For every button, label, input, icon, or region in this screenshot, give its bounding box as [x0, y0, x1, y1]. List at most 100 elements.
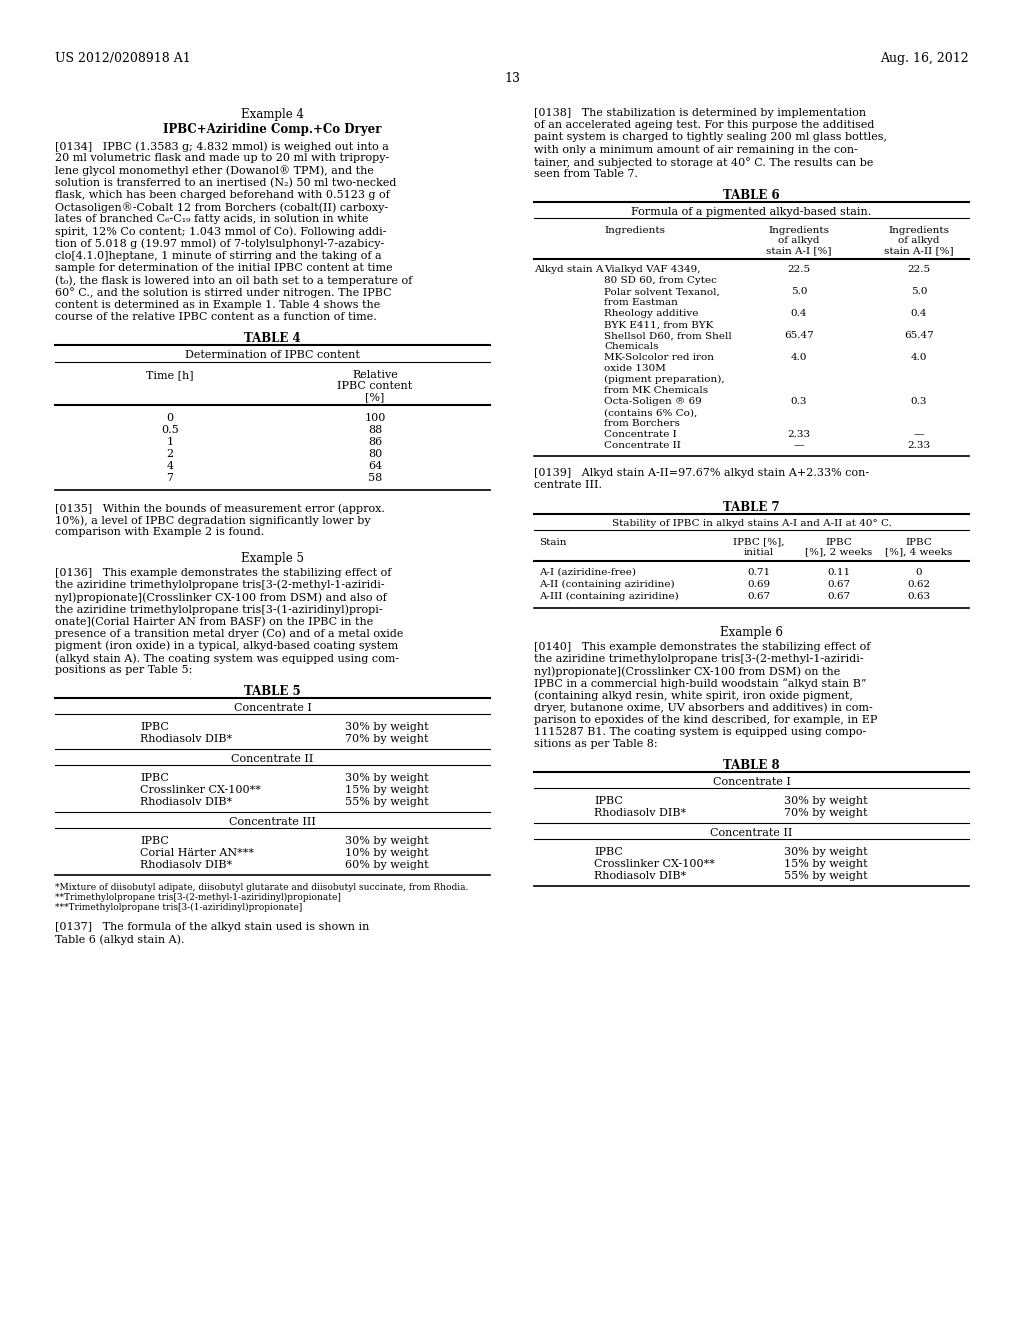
Text: 2: 2 [167, 449, 173, 459]
Text: initial: initial [743, 548, 774, 557]
Text: spirit, 12% Co content; 1.043 mmol of Co). Following addi-: spirit, 12% Co content; 1.043 mmol of Co… [55, 227, 386, 238]
Text: Example 4: Example 4 [241, 108, 304, 121]
Text: centrate III.: centrate III. [534, 480, 602, 491]
Text: clo[4.1.0]heptane, 1 minute of stirring and the taking of a: clo[4.1.0]heptane, 1 minute of stirring … [55, 251, 382, 261]
Text: 30% by weight: 30% by weight [784, 796, 867, 807]
Text: A-III (containing aziridine): A-III (containing aziridine) [539, 591, 679, 601]
Text: 80: 80 [368, 449, 382, 459]
Text: 5.0: 5.0 [791, 288, 807, 296]
Text: 15% by weight: 15% by weight [345, 785, 429, 796]
Text: Concentrate II: Concentrate II [604, 441, 681, 450]
Text: Determination of IPBC content: Determination of IPBC content [185, 350, 360, 360]
Text: sample for determination of the initial IPBC content at time: sample for determination of the initial … [55, 263, 392, 273]
Text: the aziridine trimethylolpropane tris[3-(2-methyl-1-aziridi-: the aziridine trimethylolpropane tris[3-… [55, 579, 385, 590]
Text: (contains 6% Co),: (contains 6% Co), [604, 408, 697, 417]
Text: IPBC content: IPBC content [337, 381, 413, 391]
Text: stain A-II [%]: stain A-II [%] [884, 247, 953, 255]
Text: 0.63: 0.63 [907, 591, 931, 601]
Text: IPBC: IPBC [825, 537, 852, 546]
Text: A-II (containing aziridine): A-II (containing aziridine) [539, 579, 675, 589]
Text: Rhodiasolv DIB*: Rhodiasolv DIB* [140, 797, 232, 808]
Text: 0.4: 0.4 [791, 309, 807, 318]
Text: 4.0: 4.0 [910, 354, 928, 362]
Text: 0.4: 0.4 [910, 309, 928, 318]
Text: dryer, butanone oxime, UV absorbers and additives) in com-: dryer, butanone oxime, UV absorbers and … [534, 702, 872, 713]
Text: Table 6 (alkyd stain A).: Table 6 (alkyd stain A). [55, 935, 184, 945]
Text: [0134]   IPBC (1.3583 g; 4.832 mmol) is weighed out into a: [0134] IPBC (1.3583 g; 4.832 mmol) is we… [55, 141, 389, 152]
Text: seen from Table 7.: seen from Table 7. [534, 169, 638, 180]
Text: Example 6: Example 6 [720, 626, 783, 639]
Text: 1115287 B1. The coating system is equipped using compo-: 1115287 B1. The coating system is equipp… [534, 727, 866, 737]
Text: TABLE 6: TABLE 6 [723, 189, 780, 202]
Text: 2.33: 2.33 [907, 441, 931, 450]
Text: 2.33: 2.33 [787, 430, 811, 440]
Text: content is determined as in Example 1. Table 4 shows the: content is determined as in Example 1. T… [55, 300, 380, 310]
Text: [0136]   This example demonstrates the stabilizing effect of: [0136] This example demonstrates the sta… [55, 568, 391, 578]
Text: IPBC: IPBC [140, 722, 169, 733]
Text: Rhodiasolv DIB*: Rhodiasolv DIB* [140, 734, 232, 744]
Text: Concentrate I: Concentrate I [233, 704, 311, 713]
Text: from Eastman: from Eastman [604, 298, 678, 308]
Text: comparison with Example 2 is found.: comparison with Example 2 is found. [55, 528, 264, 537]
Text: IPBC: IPBC [140, 774, 169, 783]
Text: 0.69: 0.69 [748, 579, 771, 589]
Text: 55% by weight: 55% by weight [345, 797, 429, 808]
Text: 0: 0 [167, 413, 173, 422]
Text: 0.67: 0.67 [827, 579, 851, 589]
Text: Corial Härter AN***: Corial Härter AN*** [140, 849, 254, 858]
Text: Example 5: Example 5 [241, 552, 304, 565]
Text: A-I (aziridine-free): A-I (aziridine-free) [539, 568, 636, 577]
Text: IPBC: IPBC [594, 847, 623, 858]
Text: the aziridine trimethylolpropane tris[3-(1-aziridinyl)propi-: the aziridine trimethylolpropane tris[3-… [55, 605, 383, 615]
Text: onate](Corial Hairter AN from BASF) on the IPBC in the: onate](Corial Hairter AN from BASF) on t… [55, 616, 374, 627]
Text: 70% by weight: 70% by weight [345, 734, 428, 744]
Text: —: — [913, 430, 925, 440]
Text: BYK E411, from BYK: BYK E411, from BYK [604, 321, 714, 329]
Text: Crosslinker CX-100**: Crosslinker CX-100** [140, 785, 261, 796]
Text: Aug. 16, 2012: Aug. 16, 2012 [881, 51, 969, 65]
Text: Formula of a pigmented alkyd-based stain.: Formula of a pigmented alkyd-based stain… [632, 207, 871, 218]
Text: [0138]   The stabilization is determined by implementation: [0138] The stabilization is determined b… [534, 108, 866, 117]
Text: 0: 0 [915, 568, 923, 577]
Text: 55% by weight: 55% by weight [784, 871, 867, 882]
Text: 30% by weight: 30% by weight [345, 722, 429, 733]
Text: 22.5: 22.5 [787, 265, 811, 275]
Text: 80 SD 60, from Cytec: 80 SD 60, from Cytec [604, 276, 717, 285]
Text: 7: 7 [167, 473, 173, 483]
Text: 70% by weight: 70% by weight [784, 808, 867, 818]
Text: IPBC: IPBC [594, 796, 623, 807]
Text: US 2012/0208918 A1: US 2012/0208918 A1 [55, 51, 190, 65]
Text: [%]: [%] [366, 392, 385, 403]
Text: nyl)propionate](Crosslinker CX-100 from DSM) on the: nyl)propionate](Crosslinker CX-100 from … [534, 667, 841, 677]
Text: 60% by weight: 60% by weight [345, 861, 429, 870]
Text: 65.47: 65.47 [784, 331, 814, 341]
Text: 0.3: 0.3 [791, 397, 807, 407]
Text: solution is transferred to an inertised (N₂) 50 ml two-necked: solution is transferred to an inertised … [55, 178, 396, 187]
Text: from Borchers: from Borchers [604, 420, 680, 428]
Text: 0.11: 0.11 [827, 568, 851, 577]
Text: sitions as per Table 8:: sitions as per Table 8: [534, 739, 657, 750]
Text: 10% by weight: 10% by weight [345, 849, 429, 858]
Text: Ingredients: Ingredients [768, 226, 829, 235]
Text: TABLE 4: TABLE 4 [244, 333, 301, 345]
Text: positions as per Table 5:: positions as per Table 5: [55, 665, 193, 676]
Text: Concentrate II: Concentrate II [711, 829, 793, 838]
Text: 65.47: 65.47 [904, 331, 934, 341]
Text: Octasoligen®-Cobalt 12 from Borchers (cobalt(II) carboxy-: Octasoligen®-Cobalt 12 from Borchers (co… [55, 202, 388, 213]
Text: Alkyd stain A: Alkyd stain A [534, 265, 603, 275]
Text: Octa-Soligen ® 69: Octa-Soligen ® 69 [604, 397, 701, 407]
Text: the aziridine trimethylolpropane tris[3-(2-methyl-1-aziridi-: the aziridine trimethylolpropane tris[3-… [534, 653, 863, 664]
Text: 86: 86 [368, 437, 382, 447]
Text: Rhodiasolv DIB*: Rhodiasolv DIB* [140, 861, 232, 870]
Text: course of the relative IPBC content as a function of time.: course of the relative IPBC content as a… [55, 312, 377, 322]
Text: Polar solvent Texanol,: Polar solvent Texanol, [604, 288, 720, 296]
Text: stain A-I [%]: stain A-I [%] [766, 247, 831, 255]
Text: with only a minimum amount of air remaining in the con-: with only a minimum amount of air remain… [534, 145, 858, 154]
Text: Chemicals: Chemicals [604, 342, 658, 351]
Text: —: — [794, 441, 804, 450]
Text: Rhodiasolv DIB*: Rhodiasolv DIB* [594, 808, 686, 818]
Text: oxide 130M: oxide 130M [604, 364, 666, 374]
Text: 0.71: 0.71 [748, 568, 771, 577]
Text: 30% by weight: 30% by weight [784, 847, 867, 858]
Text: TABLE 5: TABLE 5 [244, 685, 301, 698]
